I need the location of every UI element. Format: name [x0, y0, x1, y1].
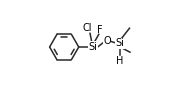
Text: F: F [97, 25, 103, 35]
Text: O: O [103, 36, 111, 46]
Text: H: H [116, 56, 123, 66]
Text: Si: Si [88, 42, 97, 52]
Text: Cl: Cl [83, 23, 92, 33]
Text: Si: Si [116, 38, 125, 48]
